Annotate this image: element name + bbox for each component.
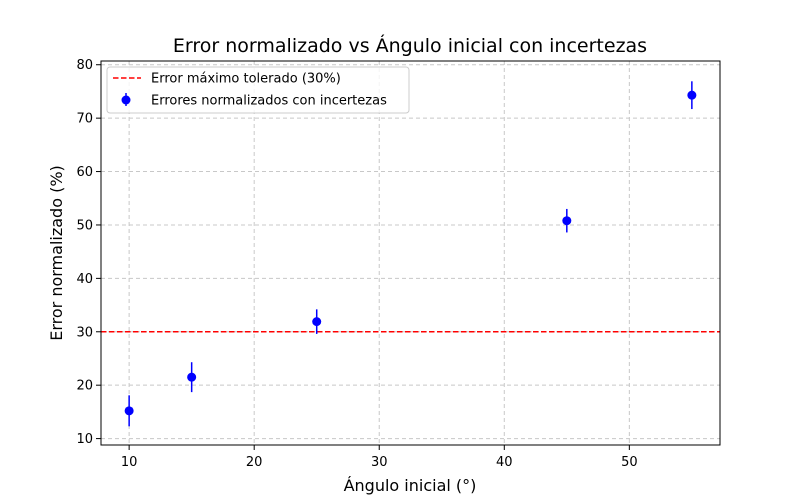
x-tick-label: 40 <box>496 455 513 470</box>
y-tick-label: 80 <box>76 58 93 73</box>
chart-title: Error normalizado vs Ángulo inicial con … <box>173 34 647 57</box>
y-tick-label: 30 <box>76 325 93 340</box>
legend-series-marker <box>121 95 131 105</box>
legend: Error máximo tolerado (30%) Errores norm… <box>106 66 410 114</box>
legend-series-label: Errores normalizados con incertezas <box>151 94 387 109</box>
y-axis-label: Error normalizado (%) <box>47 165 66 341</box>
grid <box>101 61 720 445</box>
axis-ticks: 10 20 30 40 50 10 20 30 40 50 60 70 80 <box>76 58 637 470</box>
data-point <box>312 317 322 327</box>
x-axis-label: Ángulo inicial (°) <box>344 476 477 495</box>
y-tick-label: 60 <box>76 165 93 180</box>
legend-reference-line-label: Error máximo tolerado (30%) <box>151 72 341 87</box>
data-point <box>562 216 572 226</box>
data-point <box>187 372 197 382</box>
axes-frame <box>100 60 721 446</box>
x-tick-label: 30 <box>371 455 388 470</box>
y-tick-label: 70 <box>76 112 93 127</box>
x-tick-label: 10 <box>121 455 138 470</box>
y-tick-label: 10 <box>76 432 93 447</box>
data-points <box>124 81 697 427</box>
y-tick-label: 20 <box>76 379 93 394</box>
x-tick-label: 20 <box>246 455 263 470</box>
data-point <box>687 90 697 100</box>
y-tick-label: 50 <box>76 218 93 233</box>
data-point <box>124 406 134 416</box>
x-tick-label: 50 <box>621 455 638 470</box>
legend-box <box>106 66 410 114</box>
y-tick-label: 40 <box>76 272 93 287</box>
